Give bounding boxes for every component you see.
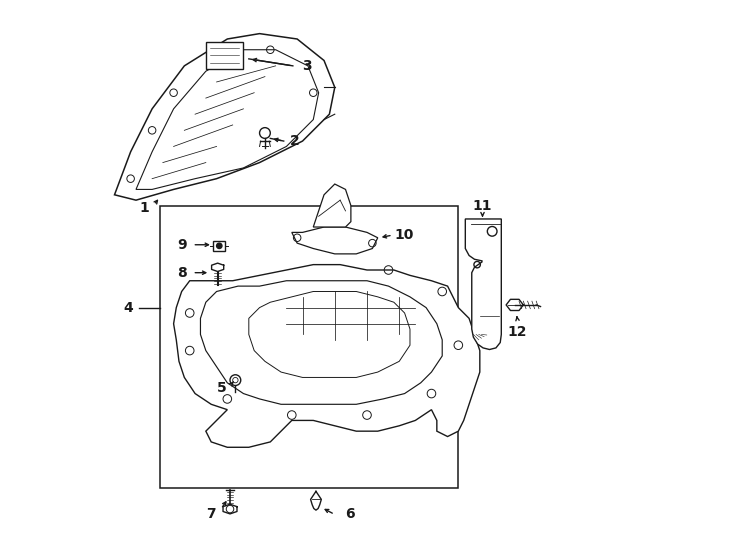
Text: 10: 10 (395, 228, 414, 242)
Text: 11: 11 (473, 199, 493, 213)
Polygon shape (174, 265, 480, 447)
Polygon shape (292, 227, 378, 254)
Polygon shape (465, 219, 501, 349)
Bar (160, 206, 458, 488)
Text: 1: 1 (139, 201, 149, 215)
Circle shape (217, 243, 222, 248)
Text: 12: 12 (508, 325, 527, 339)
Polygon shape (313, 184, 351, 227)
Text: 8: 8 (177, 266, 186, 280)
Text: 5: 5 (217, 381, 227, 395)
Text: 2: 2 (290, 134, 299, 148)
Text: 6: 6 (345, 508, 355, 522)
Bar (214, 241, 225, 251)
Text: 9: 9 (177, 238, 186, 252)
Text: 4: 4 (123, 301, 133, 315)
Text: 3: 3 (302, 59, 312, 73)
Text: 7: 7 (206, 508, 216, 522)
Bar (206, 42, 244, 69)
